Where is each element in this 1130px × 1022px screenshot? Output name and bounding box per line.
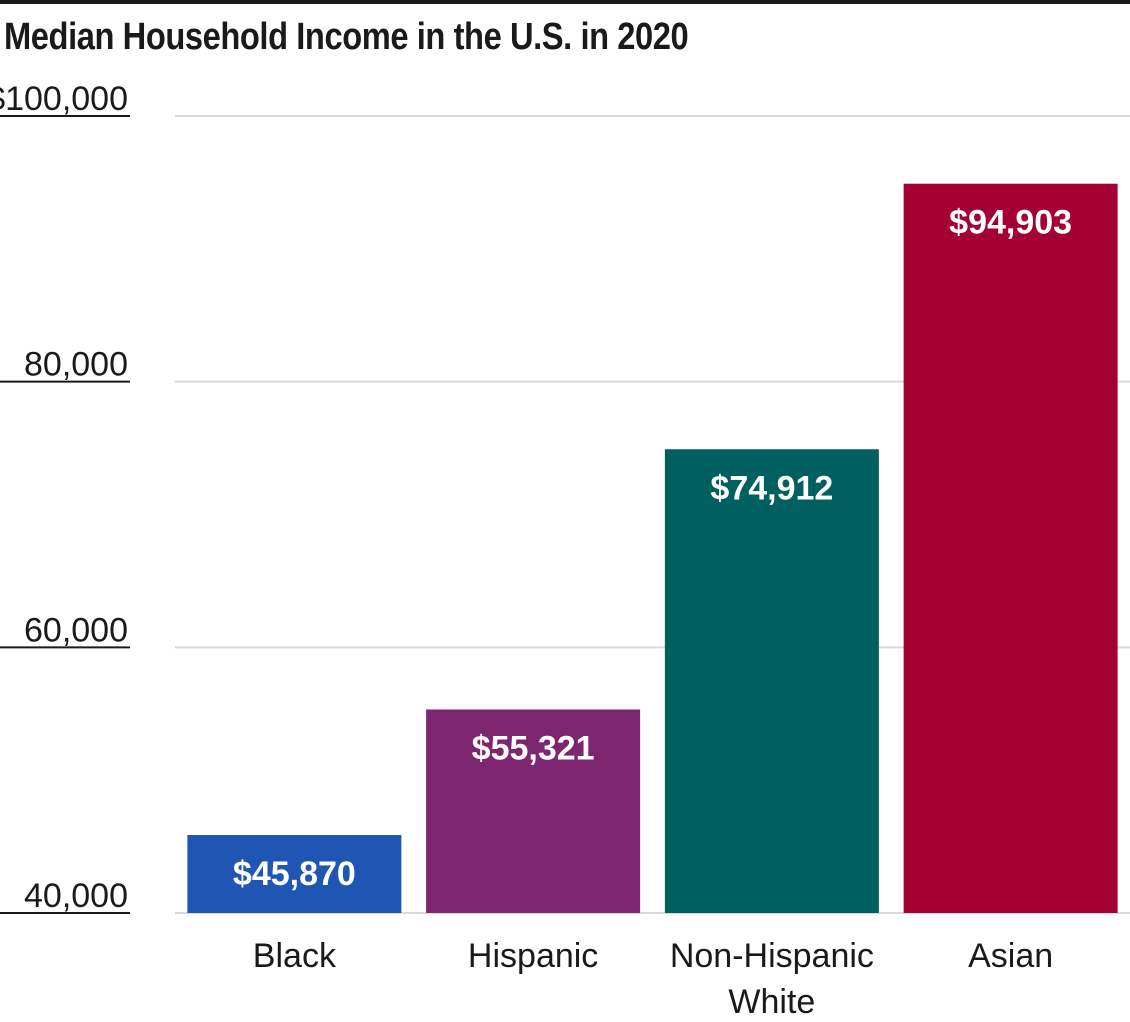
y-tick-label: 60,000 <box>24 611 128 649</box>
y-tick-label: 80,000 <box>24 346 128 384</box>
bar <box>426 709 641 913</box>
bar-value-label: $74,912 <box>710 469 833 507</box>
x-tick-label: Hispanic <box>468 937 598 975</box>
x-tick-label: Black <box>253 937 337 975</box>
bar <box>664 449 879 913</box>
bar-value-label: $55,321 <box>472 729 595 767</box>
top-rule <box>0 0 1130 4</box>
chart-title: Median Household Income in the U.S. in 2… <box>4 16 689 58</box>
bar-value-label: $94,903 <box>949 204 1072 242</box>
x-tick-label: White <box>728 983 815 1021</box>
x-tick-label: Non-Hispanic <box>670 937 874 975</box>
y-tick-label: $100,000 <box>0 80 128 118</box>
bar <box>187 835 402 913</box>
x-tick-label: Asian <box>968 937 1053 975</box>
bar-value-label: $45,870 <box>233 855 356 893</box>
y-tick-label: 40,000 <box>24 877 128 915</box>
bar <box>903 183 1118 914</box>
